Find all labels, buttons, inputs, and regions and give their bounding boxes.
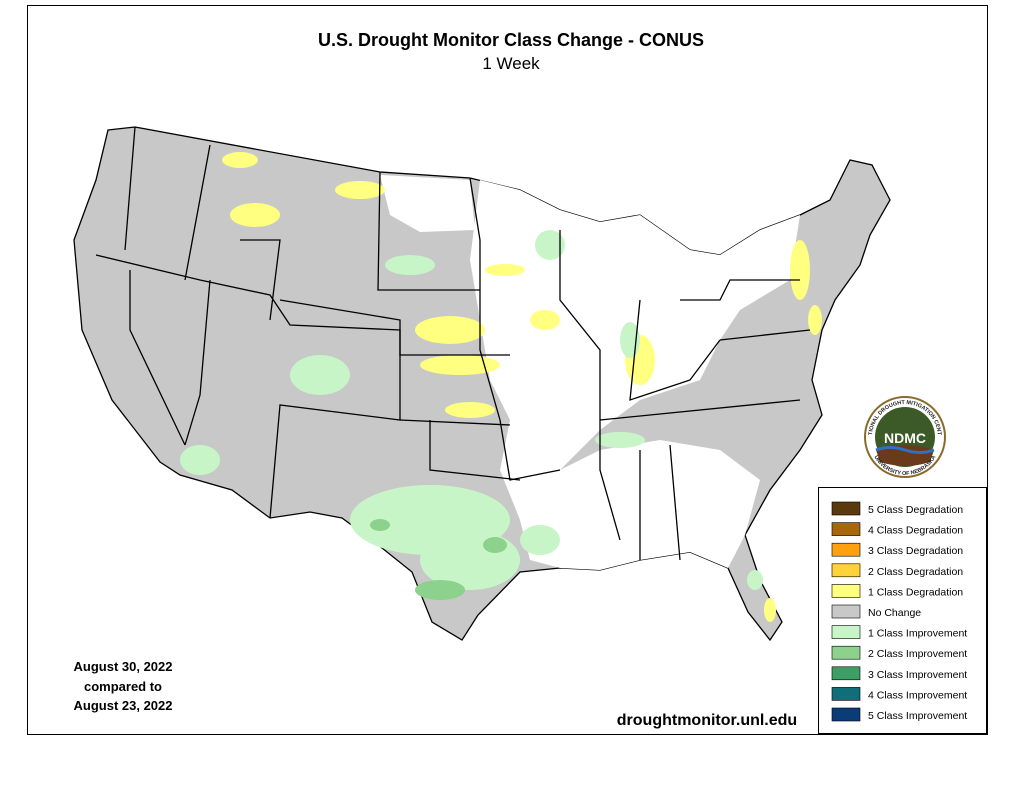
legend-label: 2 Class Improvement bbox=[868, 648, 967, 660]
legend-label: 2 Class Degradation bbox=[868, 566, 963, 578]
title: U.S. Drought Monitor Class Change - CONU… bbox=[318, 30, 704, 50]
legend-swatch bbox=[831, 604, 861, 619]
improvement-2-areas bbox=[370, 519, 507, 600]
legend-label: 1 Class Degradation bbox=[868, 586, 963, 598]
date-line: August 23, 2022 bbox=[74, 698, 173, 713]
legend-label: 3 Class Degradation bbox=[868, 545, 963, 557]
legend: 5 Class Degradation 4 Class Degradation 3 … bbox=[818, 487, 987, 734]
source-url: droughtmonitor.unl.edu bbox=[617, 712, 797, 729]
legend-swatch bbox=[831, 563, 861, 578]
date-line: August 30, 2022 bbox=[74, 659, 173, 674]
legend-label: 3 Class Improvement bbox=[868, 669, 967, 681]
legend-swatch bbox=[831, 645, 861, 660]
legend-label: No Change bbox=[868, 607, 921, 619]
legend-label: 4 Class Improvement bbox=[868, 689, 967, 701]
legend-swatch bbox=[831, 522, 861, 536]
nc-change bbox=[690, 370, 800, 430]
legend-label: 1 Class Improvement bbox=[868, 628, 967, 640]
legend-swatch bbox=[831, 584, 861, 598]
legend-swatch bbox=[831, 501, 861, 516]
improvement-areas bbox=[180, 230, 763, 590]
legend-swatch bbox=[831, 707, 861, 722]
legend-label: 4 Class Degradation bbox=[868, 525, 963, 537]
legend-swatch bbox=[831, 666, 861, 681]
date-line: compared to bbox=[84, 679, 162, 694]
legend-swatch bbox=[831, 687, 861, 701]
legend-label: 5 Class Degradation bbox=[868, 504, 963, 516]
subtitle: 1 Week bbox=[482, 54, 540, 73]
legend-swatch bbox=[831, 542, 861, 557]
legend-label: 5 Class Improvement bbox=[868, 710, 967, 722]
logo-text: NDMC bbox=[884, 430, 926, 446]
legend-swatch bbox=[831, 625, 861, 639]
us-map bbox=[73, 126, 891, 642]
state-lines bbox=[95, 126, 811, 561]
no-drought-nd bbox=[380, 175, 475, 232]
